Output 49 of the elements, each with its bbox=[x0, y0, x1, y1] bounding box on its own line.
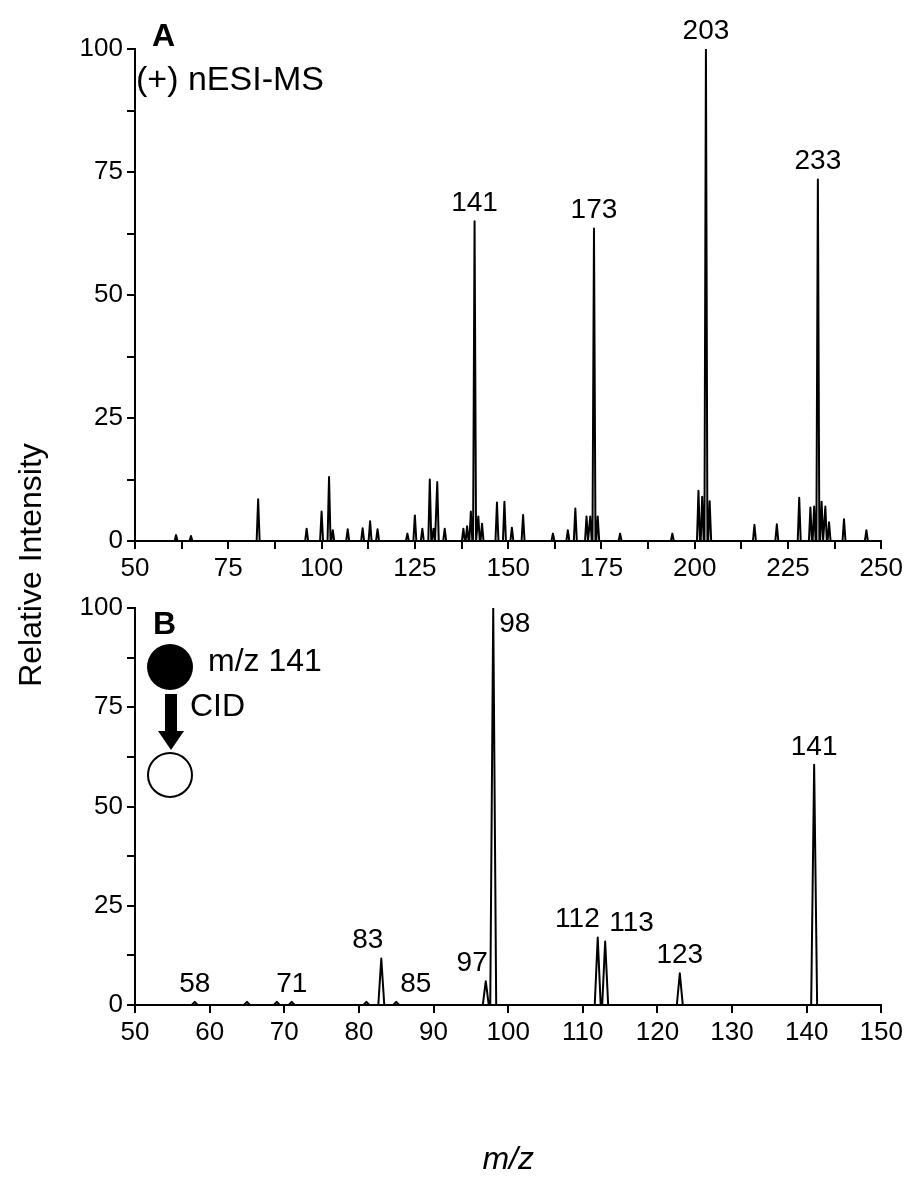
x-tick-label: 125 bbox=[393, 551, 437, 582]
annotation: 141 bbox=[790, 729, 838, 761]
x-tick-label: 120 bbox=[635, 1015, 680, 1046]
annotation: (+) nESI-MS bbox=[136, 59, 324, 98]
x-tick-label: 80 bbox=[344, 1015, 374, 1046]
annotation: A bbox=[152, 17, 176, 54]
annotation: 141 bbox=[451, 185, 498, 217]
y-tick-label: 50 bbox=[94, 789, 123, 820]
y-tick-label: 100 bbox=[79, 591, 123, 622]
annotation: CID bbox=[190, 687, 246, 724]
annotation: 71 bbox=[276, 966, 308, 998]
x-tick-label: 130 bbox=[710, 1015, 754, 1046]
x-tick-label: 70 bbox=[269, 1015, 299, 1046]
annotation: 233 bbox=[794, 144, 842, 176]
y-tick-label: 50 bbox=[94, 278, 123, 309]
annotation: m/z 141 bbox=[208, 642, 322, 679]
annotation: 173 bbox=[570, 193, 618, 225]
x-tick-label: 150 bbox=[486, 551, 530, 582]
y-axis-title: Relative Intensity bbox=[11, 443, 49, 687]
y-tick-label: 75 bbox=[94, 155, 123, 186]
annotation: B bbox=[153, 605, 177, 642]
y-tick-label: 25 bbox=[94, 401, 123, 432]
x-tick-label: 150 bbox=[859, 1015, 904, 1046]
y-tick-label: 100 bbox=[79, 32, 123, 63]
x-tick-label: 250 bbox=[859, 551, 904, 582]
y-tick-label: 75 bbox=[94, 690, 123, 721]
x-axis-title: m/z bbox=[482, 1139, 534, 1176]
x-tick-label: 200 bbox=[673, 551, 717, 582]
x-tick-label: 110 bbox=[562, 1015, 604, 1046]
annotation: 58 bbox=[179, 966, 211, 998]
annotation: 98 bbox=[499, 606, 531, 638]
x-tick-label: 175 bbox=[579, 551, 624, 582]
y-tick-label: 0 bbox=[108, 524, 123, 555]
annotation: 203 bbox=[682, 13, 730, 45]
annotation: 85 bbox=[400, 966, 432, 998]
annotation: 113 bbox=[609, 906, 654, 938]
y-tick-label: 0 bbox=[108, 988, 123, 1019]
y-tick-label: 25 bbox=[94, 888, 123, 919]
x-tick-label: 225 bbox=[766, 551, 810, 582]
x-tick-label: 60 bbox=[195, 1015, 225, 1046]
annotation: 97 bbox=[456, 945, 488, 977]
x-tick-label: 100 bbox=[486, 1015, 530, 1046]
annotation: 112 bbox=[555, 902, 600, 934]
x-tick-label: 140 bbox=[784, 1015, 829, 1046]
x-tick-label: 100 bbox=[299, 551, 344, 582]
x-tick-label: 75 bbox=[213, 551, 243, 582]
annotation: 123 bbox=[656, 937, 704, 969]
annotation: 83 bbox=[352, 923, 384, 955]
x-tick-label: 90 bbox=[419, 1015, 448, 1046]
